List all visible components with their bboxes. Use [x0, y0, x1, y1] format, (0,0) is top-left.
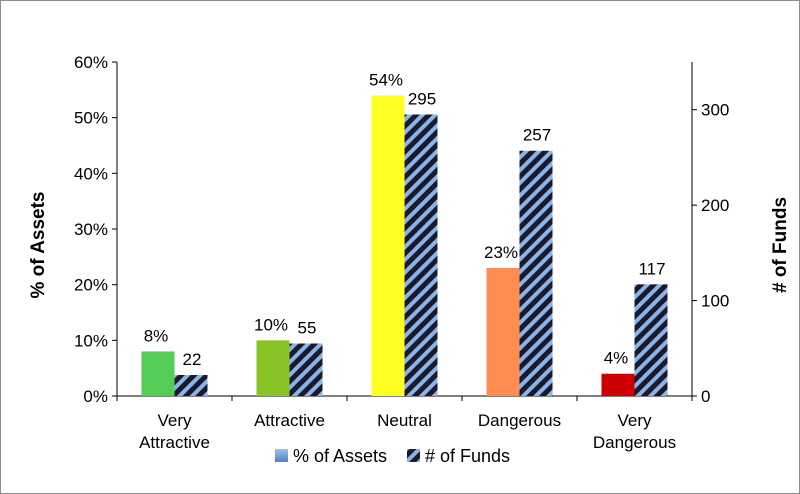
- y2-tick-label: 0: [701, 387, 710, 406]
- x-tick-label: Very: [157, 411, 192, 430]
- legend-label-funds: # of Funds: [425, 446, 510, 466]
- legend: % of Assets # of Funds: [275, 446, 510, 466]
- data-label-assets: 4%: [604, 349, 629, 368]
- bar-assets: [601, 373, 635, 396]
- y-tick-label: 10%: [74, 331, 108, 350]
- y-tick-label: 40%: [74, 164, 108, 183]
- data-label-assets: 54%: [369, 70, 403, 89]
- y-tick-label: 60%: [74, 53, 108, 72]
- plot-area: 0% 10% 20% 30% 40% 50% 60% 0 100 200 300 Very Attrac…: [74, 53, 729, 452]
- legend-swatch-funds: [407, 449, 420, 462]
- x-tick-label: Dangerous: [593, 433, 676, 452]
- bar-funds: [519, 150, 553, 396]
- bar-assets: [486, 267, 520, 396]
- data-label-assets: 23%: [484, 243, 518, 262]
- data-label-assets: 8%: [144, 326, 169, 345]
- data-label-funds: 257: [523, 126, 551, 145]
- x-tick-label: Dangerous: [478, 411, 561, 430]
- y2-tick-label: 200: [701, 196, 729, 215]
- bar-funds: [174, 375, 208, 396]
- y-tick-label: 50%: [74, 109, 108, 128]
- data-label-funds: 55: [298, 319, 317, 338]
- x-tick-label: Attractive: [139, 433, 210, 452]
- bar-assets: [371, 95, 405, 397]
- bar-funds: [404, 114, 438, 396]
- y-tick-label: 0%: [83, 387, 108, 406]
- data-label-funds: 22: [183, 350, 202, 369]
- y2-tick-label: 100: [701, 292, 729, 311]
- y2-tick-label: 300: [701, 101, 729, 120]
- bar-assets: [141, 351, 175, 396]
- legend-label-assets: % of Assets: [293, 446, 387, 466]
- data-label-assets: 10%: [254, 315, 288, 334]
- bar-assets: [256, 340, 290, 396]
- legend-swatch-assets: [275, 449, 288, 462]
- x-tick-label: Very: [617, 411, 652, 430]
- x-tick-label: Neutral: [377, 411, 432, 430]
- data-label-funds: 117: [638, 259, 665, 278]
- x-tick-label: Attractive: [254, 411, 325, 430]
- y-tick-label: 30%: [74, 220, 108, 239]
- data-label-funds: 295: [408, 89, 436, 108]
- bar-funds: [634, 284, 668, 396]
- bar-funds: [289, 343, 323, 396]
- y-axis-title: % of Assets: [28, 192, 49, 299]
- y-tick-label: 20%: [74, 276, 108, 295]
- y2-axis-title: # of Funds: [770, 197, 791, 293]
